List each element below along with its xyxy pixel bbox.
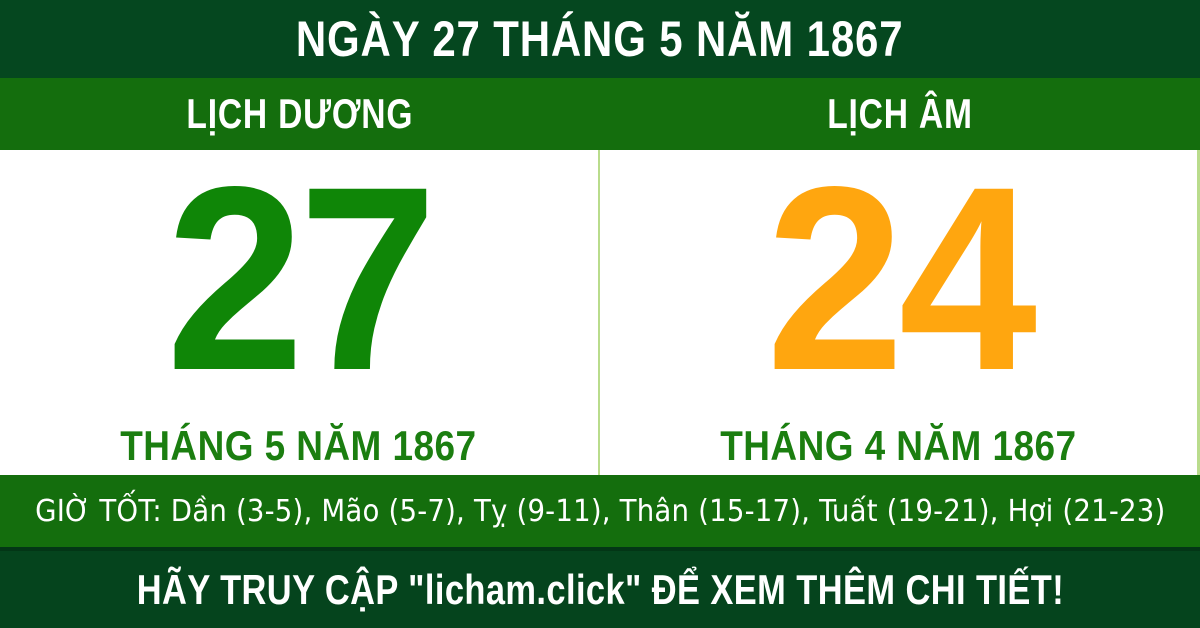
solar-column-header: LỊCH DƯƠNG [0, 78, 600, 150]
lunar-month-year: THÁNG 4 NĂM 1867 [720, 422, 1077, 469]
solar-day-number: 27 [166, 132, 437, 425]
lunar-panel: 24 THÁNG 4 NĂM 1867 [600, 132, 1198, 475]
good-hours-bar: GIỜ TỐT: Dần (3-5), Mão (5-7), Tỵ (9-11)… [0, 475, 1200, 547]
footer-cta[interactable]: HÃY TRUY CẬP "licham.click" ĐỂ XEM THÊM … [0, 547, 1200, 628]
lunar-column-label: LỊCH ÂM [827, 90, 973, 137]
good-hours-text: GIỜ TỐT: Dần (3-5), Mão (5-7), Tỵ (9-11)… [34, 493, 1166, 529]
solar-panel: 27 THÁNG 5 NĂM 1867 [0, 132, 600, 475]
footer-cta-text: HÃY TRUY CẬP "licham.click" ĐỂ XEM THÊM … [136, 565, 1064, 613]
solar-column-label: LỊCH DƯƠNG [186, 90, 414, 137]
lunar-day-number: 24 [765, 132, 1037, 425]
lunar-column-header: LỊCH ÂM [600, 78, 1200, 150]
calendar-panels: 27 THÁNG 5 NĂM 1867 24 THÁNG 4 NĂM 1867 [0, 132, 1200, 475]
date-header: NGÀY 27 THÁNG 5 NĂM 1867 [0, 0, 1200, 78]
column-labels-band: LỊCH DƯƠNG LỊCH ÂM [0, 78, 1200, 150]
date-header-title: NGÀY 27 THÁNG 5 NĂM 1867 [296, 11, 904, 67]
solar-month-year: THÁNG 5 NĂM 1867 [120, 422, 477, 469]
